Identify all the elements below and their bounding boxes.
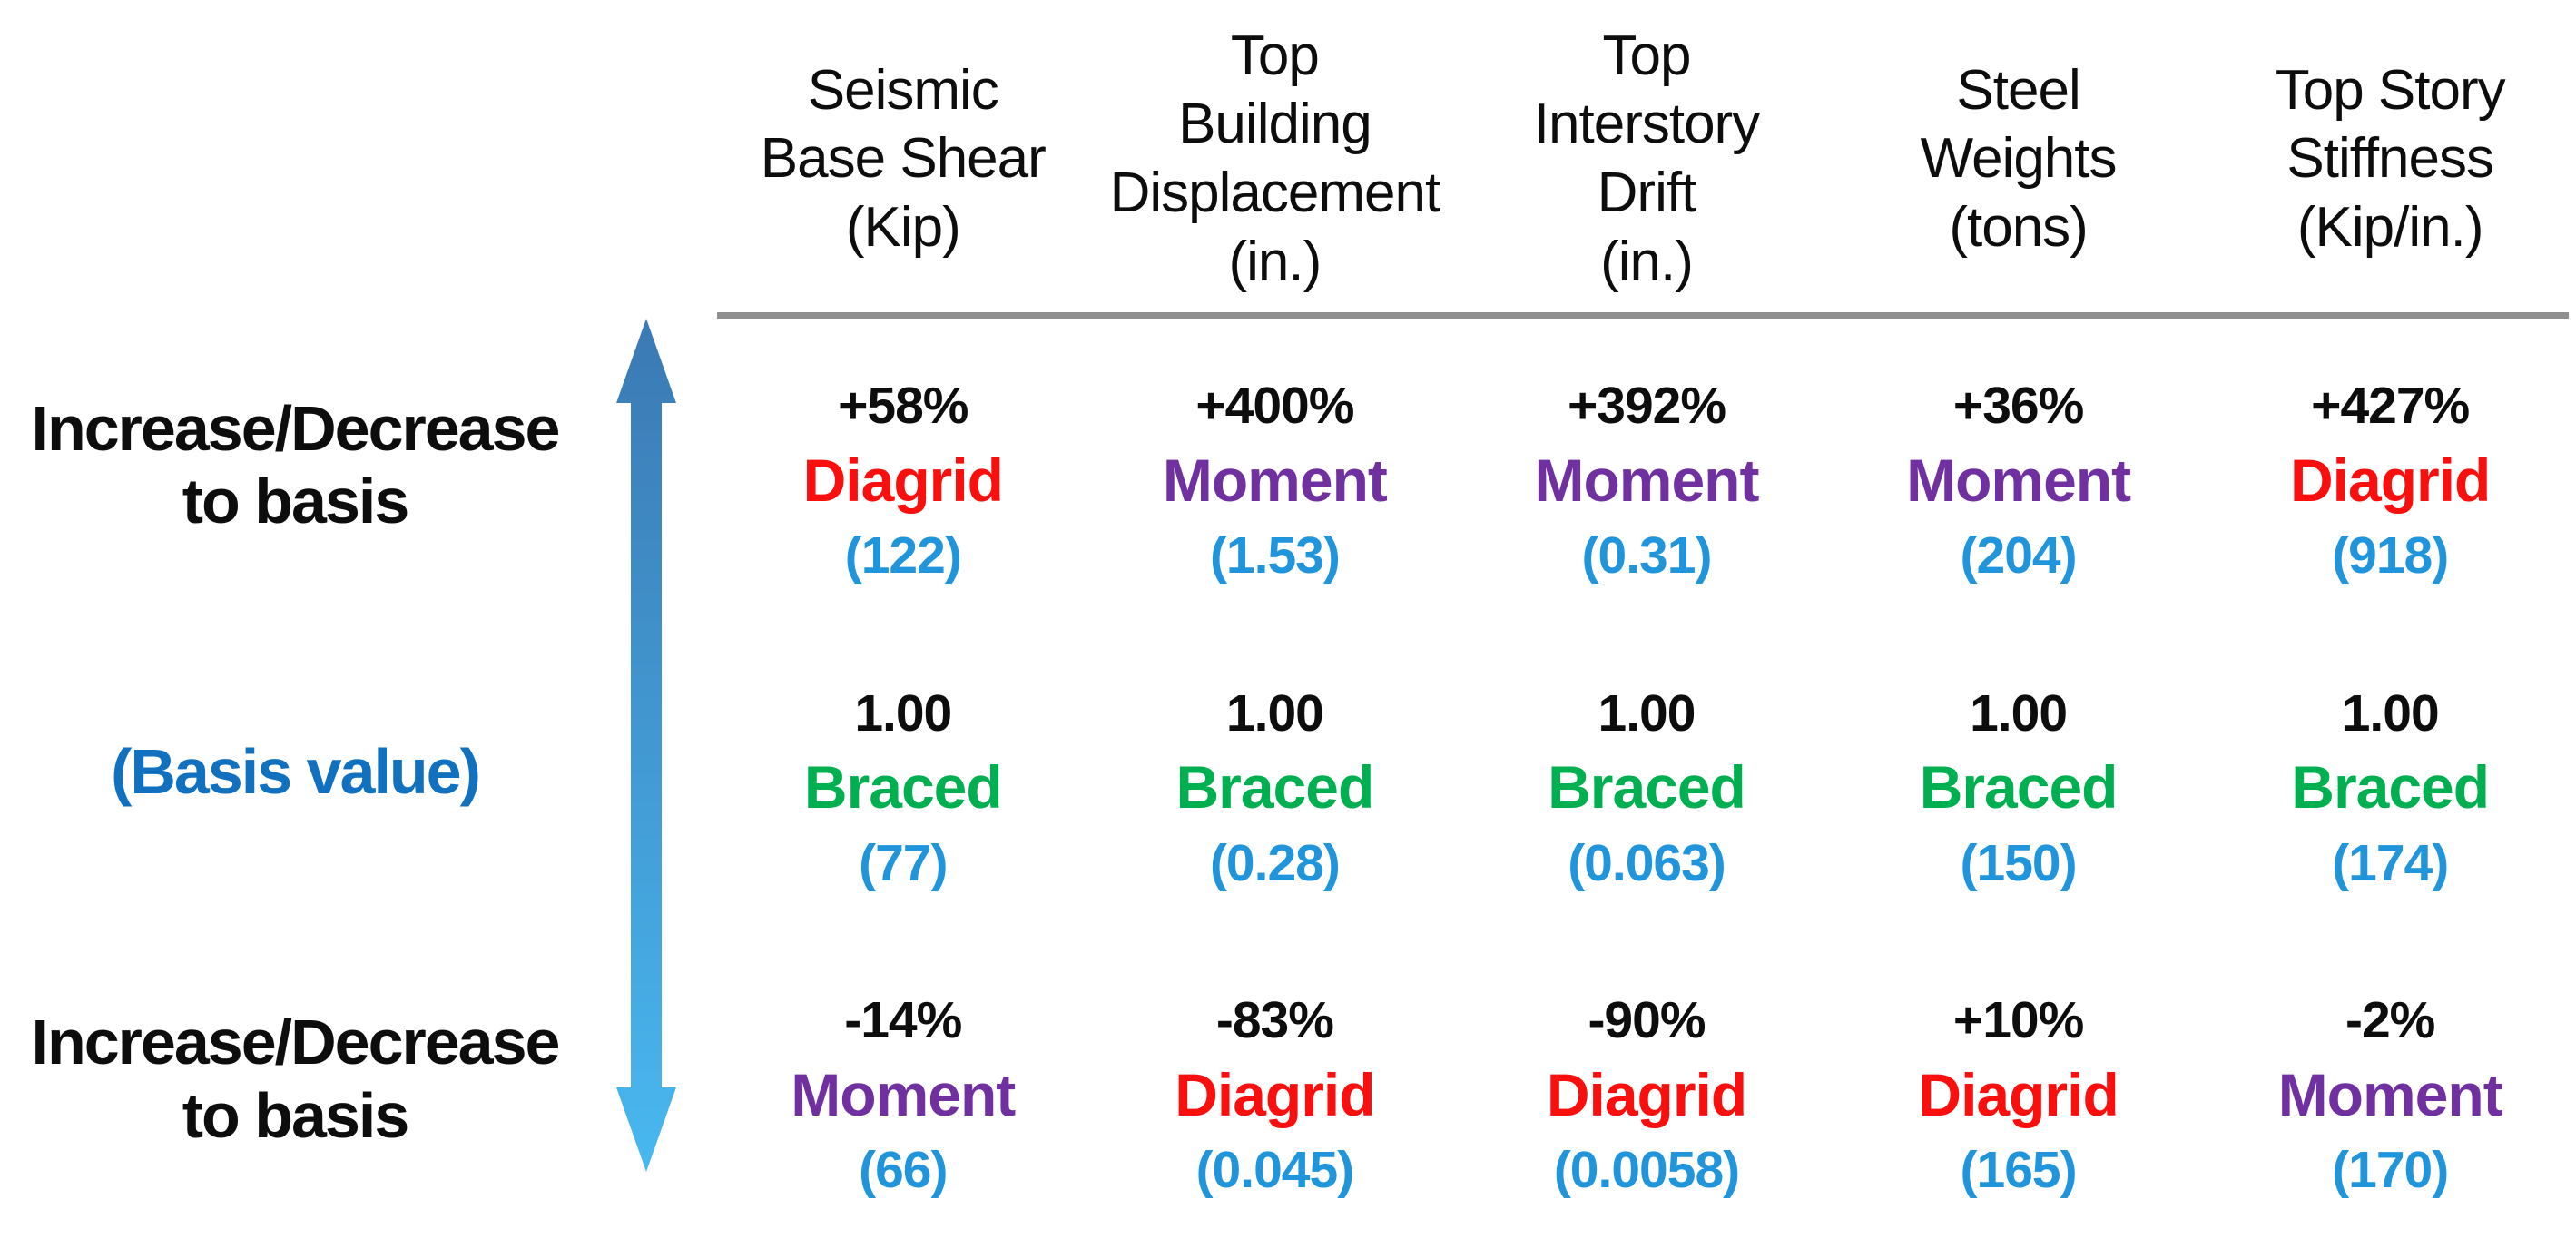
cell-system-name: Moment xyxy=(1906,446,2131,514)
cell-change-value: -14% xyxy=(844,990,962,1049)
cell-change-value: +36% xyxy=(1952,377,2084,436)
cell-system-name: Diagrid xyxy=(802,446,1004,514)
cell-change-value: 1.00 xyxy=(854,683,952,742)
cell-absolute-value: (0.0058) xyxy=(1553,1141,1740,1200)
cell-system-name: Diagrid xyxy=(1175,1060,1375,1128)
cell-system-name: Diagrid xyxy=(1918,1060,2119,1128)
cell-system-name: Diagrid xyxy=(2290,446,2491,514)
table-cell: -83% Diagrid (0.045) xyxy=(1089,932,1461,1239)
row-label-increase-decrease-bottom: Increase/Decrease to basis xyxy=(31,1007,561,1151)
cell-change-value: +392% xyxy=(1567,377,1726,436)
cell-system-name: Braced xyxy=(1548,753,1746,821)
double-arrow-icon xyxy=(616,319,676,1172)
column-header-top-interstory-drift: Top Interstory Drift (in.) xyxy=(1533,24,1760,293)
cell-absolute-value: (165) xyxy=(1960,1141,2078,1200)
cell-change-value: -2% xyxy=(2345,990,2435,1049)
cell-absolute-value: (122) xyxy=(844,526,962,585)
cell-absolute-value: (170) xyxy=(2332,1141,2449,1200)
cell-absolute-value: (918) xyxy=(2332,526,2449,585)
table-cell: +10% Diagrid (165) xyxy=(1833,932,2205,1239)
cell-change-value: +400% xyxy=(1195,377,1354,436)
table-cell: 1.00 Braced (0.28) xyxy=(1089,624,1461,931)
table-cell: +58% Diagrid (122) xyxy=(717,318,1089,624)
arrow-head-down xyxy=(616,1087,676,1172)
cell-change-value: +58% xyxy=(838,377,968,436)
header-divider xyxy=(717,312,2569,319)
arrow-column-spacer xyxy=(590,318,717,624)
arrow-head-up xyxy=(616,319,676,403)
cell-change-value: +10% xyxy=(1952,990,2084,1049)
cell-absolute-value: (150) xyxy=(1960,833,2078,892)
cell-change-value: -83% xyxy=(1215,990,1334,1049)
cell-system-name: Moment xyxy=(791,1060,1016,1128)
table-cell: +427% Diagrid (918) xyxy=(2204,318,2576,624)
row-label-basis-value: (Basis value) xyxy=(111,736,481,808)
cell-system-name: Moment xyxy=(2277,1060,2503,1128)
cell-change-value: 1.00 xyxy=(1598,683,1696,742)
table-cell: -14% Moment (66) xyxy=(717,932,1089,1239)
table-cell: -90% Diagrid (0.0058) xyxy=(1460,932,1833,1239)
cell-absolute-value: (0.045) xyxy=(1195,1141,1355,1200)
header-arrow-spacer xyxy=(590,0,717,318)
cell-change-value: +427% xyxy=(2311,377,2470,436)
row-label-increase-decrease-top: Increase/Decrease to basis xyxy=(31,392,561,537)
column-header-seismic-base-shear: Seismic Base Shear (Kip) xyxy=(760,58,1047,259)
cell-change-value: 1.00 xyxy=(1970,683,2068,742)
cell-change-value: 1.00 xyxy=(2341,683,2440,742)
column-header-top-story-stiffness: Top Story Stiffness (Kip/in.) xyxy=(2275,58,2506,259)
cell-system-name: Moment xyxy=(1162,446,1388,514)
cell-change-value: -90% xyxy=(1588,990,1706,1049)
cell-absolute-value: (66) xyxy=(859,1141,948,1200)
cell-absolute-value: (204) xyxy=(1960,526,2078,585)
cell-system-name: Braced xyxy=(2291,753,2490,821)
table-cell: 1.00 Braced (174) xyxy=(2204,624,2576,931)
cell-absolute-value: (0.31) xyxy=(1581,526,1713,585)
table-cell: 1.00 Braced (150) xyxy=(1833,624,2205,931)
table-cell: -2% Moment (170) xyxy=(2204,932,2576,1239)
arrow-shaft xyxy=(631,398,662,1092)
cell-system-name: Braced xyxy=(803,753,1003,821)
cell-absolute-value: (0.28) xyxy=(1209,833,1341,892)
cell-system-name: Moment xyxy=(1534,446,1760,514)
column-header-steel-weights: Steel Weights (tons) xyxy=(1920,58,2118,259)
cell-system-name: Braced xyxy=(1919,753,2119,821)
cell-absolute-value: (1.53) xyxy=(1209,526,1341,585)
table-cell: 1.00 Braced (77) xyxy=(717,624,1089,931)
header-spacer xyxy=(0,0,590,318)
cell-change-value: 1.00 xyxy=(1225,683,1324,742)
arrow-column-spacer xyxy=(590,624,717,931)
column-header-top-building-displacement: Top Building Displacement (in.) xyxy=(1109,24,1441,293)
table-cell: +36% Moment (204) xyxy=(1833,318,2205,624)
cell-system-name: Braced xyxy=(1175,753,1375,821)
table-cell: +392% Moment (0.31) xyxy=(1460,318,1833,624)
cell-system-name: Diagrid xyxy=(1546,1060,1747,1128)
cell-absolute-value: (0.063) xyxy=(1568,833,1726,892)
table-cell: 1.00 Braced (0.063) xyxy=(1460,624,1833,931)
arrow-column-spacer xyxy=(590,932,717,1239)
cell-absolute-value: (77) xyxy=(859,833,948,892)
cell-absolute-value: (174) xyxy=(2332,833,2449,892)
table-cell: +400% Moment (1.53) xyxy=(1089,318,1461,624)
